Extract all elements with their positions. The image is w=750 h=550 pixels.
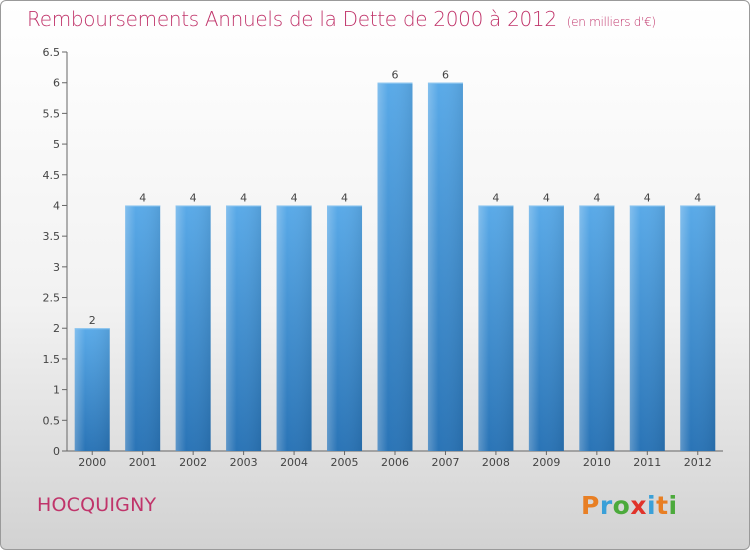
bar-shade-2000	[74, 328, 110, 451]
x-tick-label-2003: 2003	[230, 456, 258, 469]
chart-unit: (en milliers d'€)	[566, 15, 656, 29]
bar-shade-2011	[629, 205, 665, 451]
y-tick-label: 1	[53, 384, 60, 397]
data-label-2009: 4	[543, 191, 550, 204]
bar-shade-2008	[478, 205, 514, 451]
bar-shade-2006	[377, 82, 413, 451]
logo-letter: x	[630, 491, 647, 520]
data-label-2008: 4	[492, 191, 499, 204]
x-tick-label-2004: 2004	[280, 456, 308, 469]
y-tick-label: 3.5	[43, 230, 61, 243]
data-label-2010: 4	[593, 191, 600, 204]
x-tick-label-2006: 2006	[381, 456, 409, 469]
logo-letter: r	[599, 491, 613, 520]
y-tick-label: 1.5	[43, 353, 61, 366]
logo-letter: o	[612, 491, 631, 520]
y-tick-label: 5	[53, 138, 60, 151]
commune-name: HOCQUIGNY	[37, 494, 157, 516]
bar-shade-2004	[276, 205, 312, 451]
bar-shade-2010	[579, 205, 615, 451]
data-label-2005: 4	[341, 191, 348, 204]
x-tick-label-2008: 2008	[482, 456, 510, 469]
y-tick-label: 3	[53, 261, 60, 274]
y-tick-label: 6.5	[43, 46, 61, 59]
x-tick-label-2001: 2001	[129, 456, 157, 469]
data-label-2000: 2	[89, 314, 96, 327]
x-tick-label-2012: 2012	[684, 456, 712, 469]
chart-title-text: Remboursements Annuels de la Dette de 20…	[27, 7, 557, 31]
data-label-2004: 4	[291, 191, 298, 204]
x-tick-label-2010: 2010	[583, 456, 611, 469]
x-tick-label-2005: 2005	[331, 456, 359, 469]
bar-shade-2001	[125, 205, 161, 451]
y-tick-label: 2	[53, 322, 60, 335]
data-label-2012: 4	[694, 191, 701, 204]
y-tick-label: 0.5	[43, 414, 61, 427]
logo-letter: P	[581, 491, 600, 520]
y-tick-label: 0	[53, 445, 60, 458]
x-tick-label-2000: 2000	[78, 456, 106, 469]
y-tick-label: 6	[53, 77, 60, 90]
bar-shade-2009	[528, 205, 564, 451]
logo-letter: t	[656, 491, 669, 520]
data-label-2003: 4	[240, 191, 247, 204]
data-label-2001: 4	[139, 191, 146, 204]
chart-title: Remboursements Annuels de la Dette de 20…	[27, 7, 656, 31]
y-tick-label: 2.5	[43, 292, 61, 305]
data-label-2006: 6	[392, 69, 399, 82]
data-label-2007: 6	[442, 69, 449, 82]
y-tick-label: 5.5	[43, 107, 61, 120]
x-tick-label-2011: 2011	[633, 456, 661, 469]
y-tick-label: 4.5	[43, 169, 61, 182]
proxiti-logo: Proxiti	[581, 491, 678, 520]
bar-shade-2002	[175, 205, 211, 451]
x-tick-label-2009: 2009	[532, 456, 560, 469]
data-label-2011: 4	[644, 191, 651, 204]
bar-shade-2003	[226, 205, 262, 451]
bar-shade-2007	[427, 82, 463, 451]
bar-shade-2005	[327, 205, 363, 451]
logo-letter: i	[668, 491, 678, 520]
logo-letter: i	[647, 491, 657, 520]
bar-shade-2012	[680, 205, 716, 451]
data-label-2002: 4	[190, 191, 197, 204]
x-tick-label-2007: 2007	[431, 456, 459, 469]
x-tick-label-2002: 2002	[179, 456, 207, 469]
y-tick-label: 4	[53, 199, 60, 212]
